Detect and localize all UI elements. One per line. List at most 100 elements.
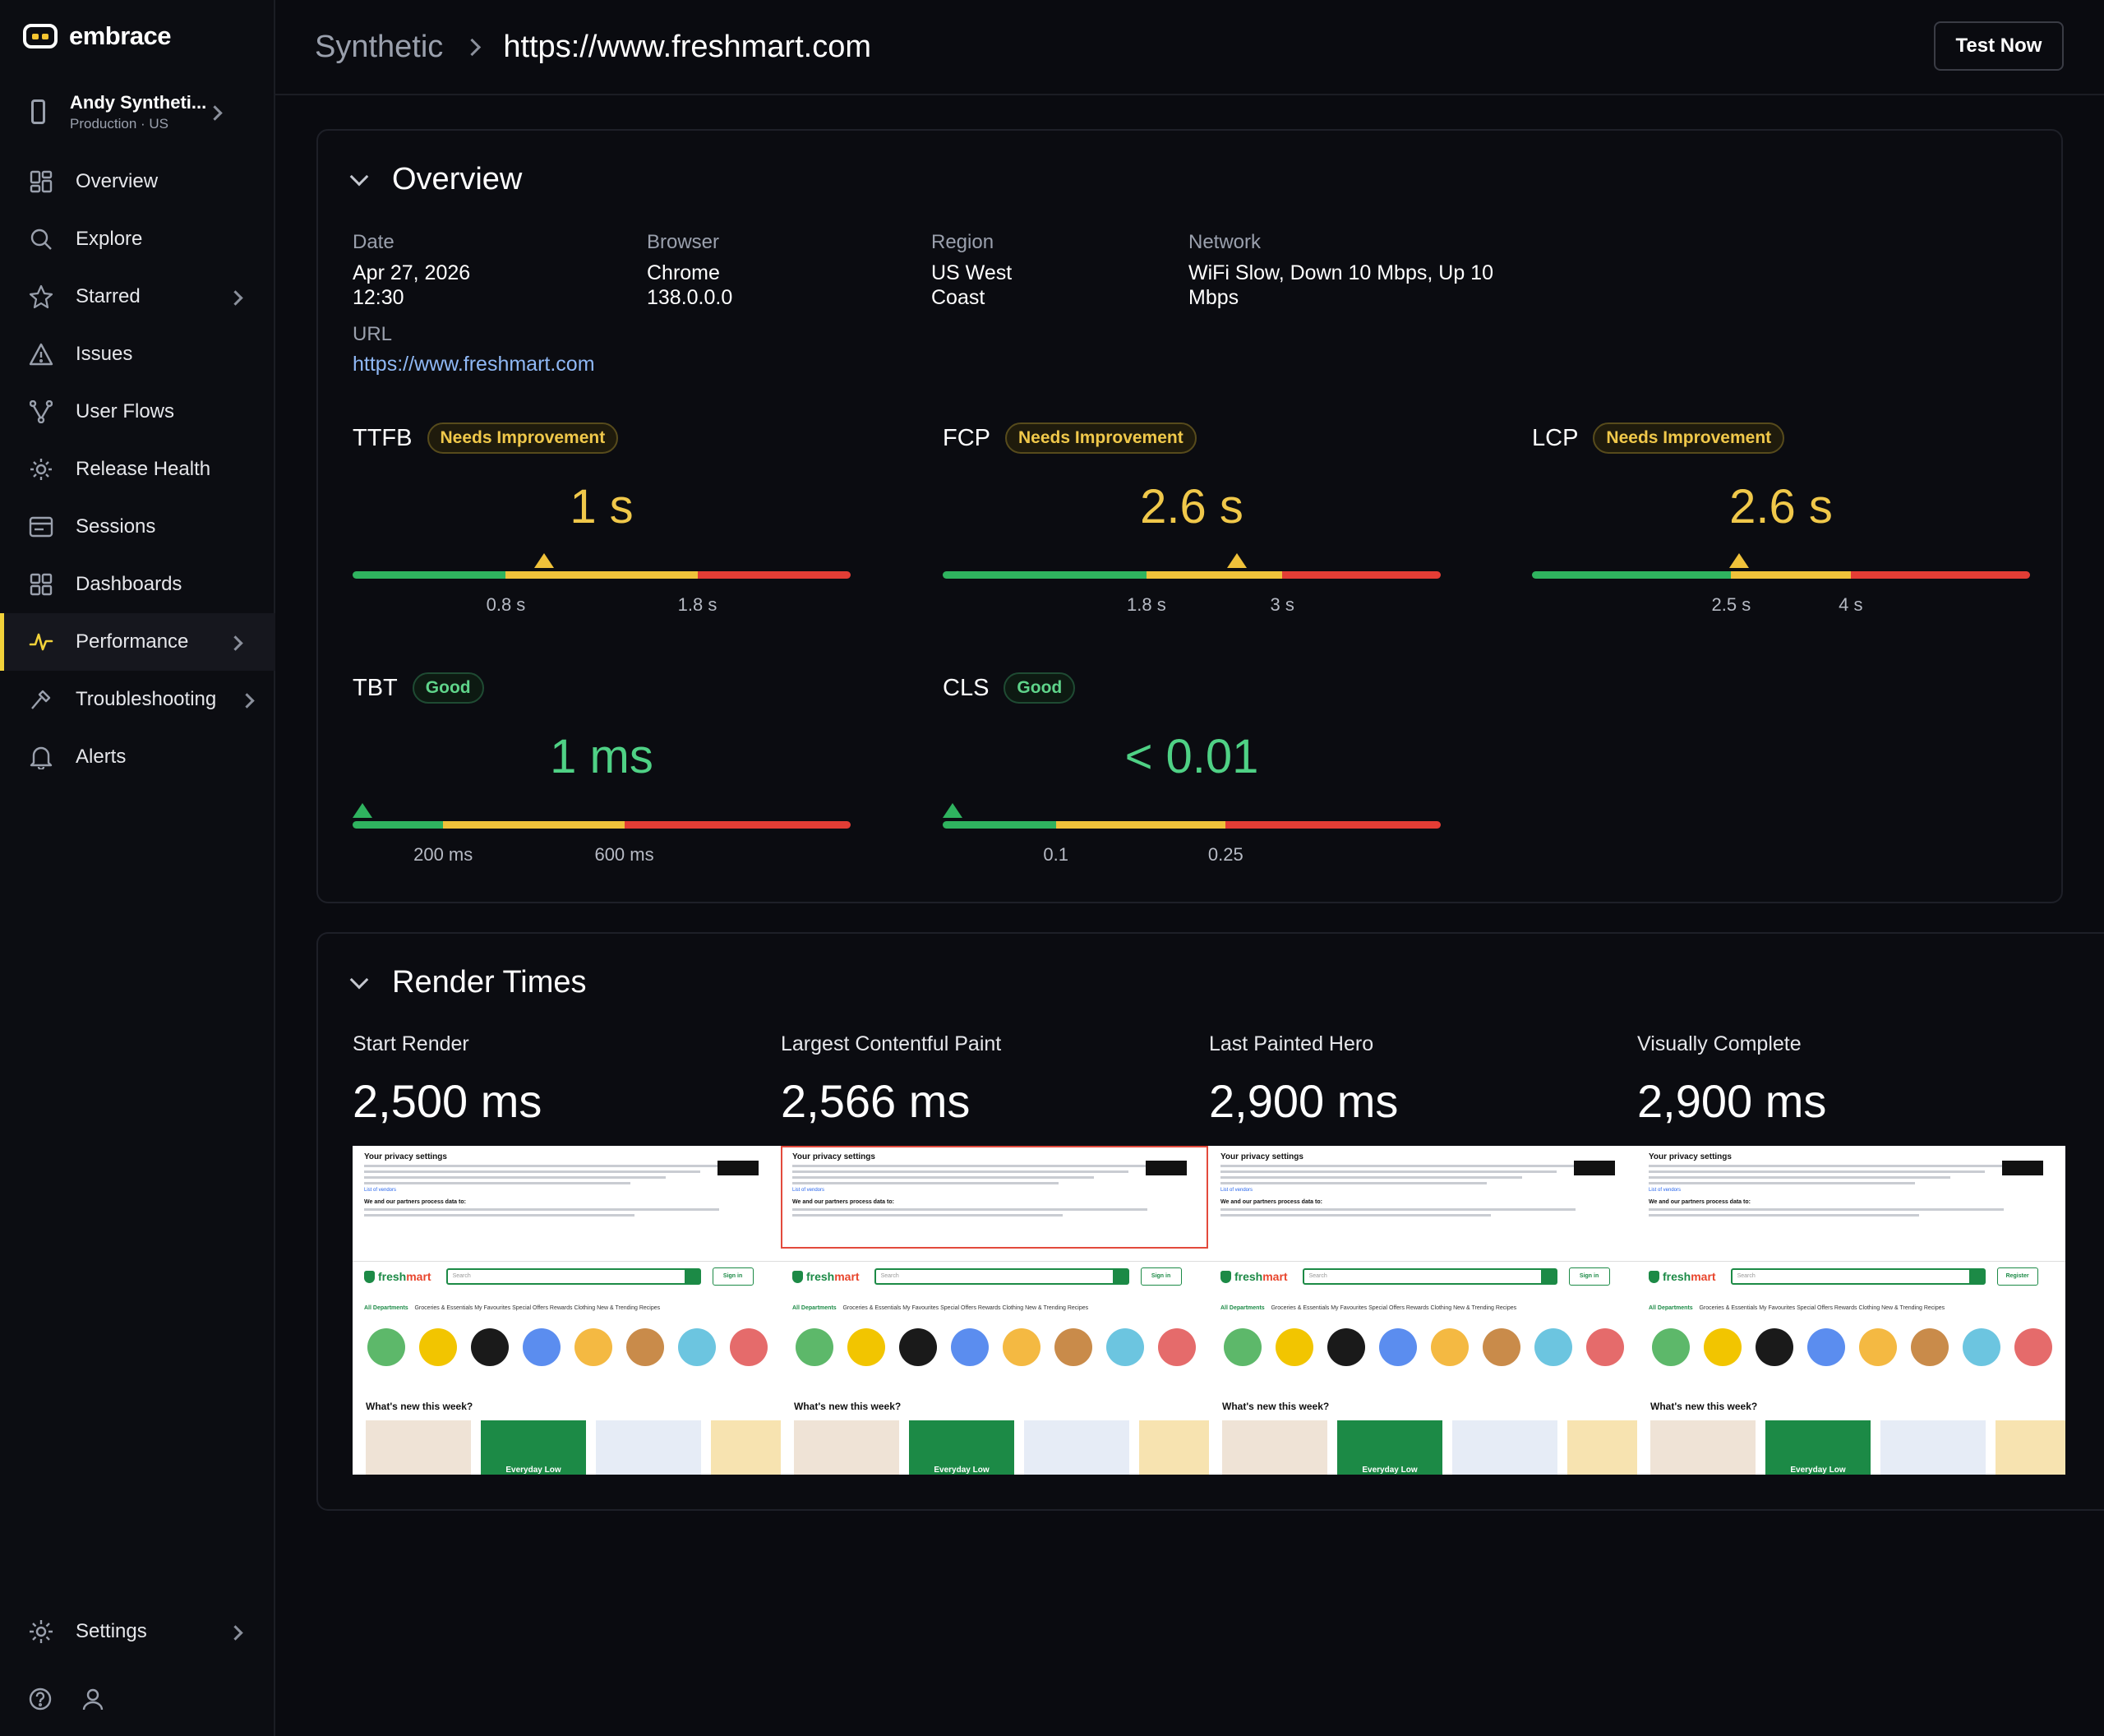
- site-signin-button: Sign in: [1568, 1267, 1610, 1286]
- privacy-banner: Your privacy settings List of vendors We a…: [364, 1152, 759, 1217]
- site-header: freshmart Search Register: [1637, 1261, 2065, 1291]
- pulse-icon: [28, 629, 54, 655]
- privacy-banner: Your privacy settings List of vendors We a…: [1220, 1152, 1615, 1217]
- gauge-warn-segment: [1055, 821, 1226, 829]
- promo-tiles: Everyday Low: [794, 1420, 1209, 1475]
- accept-button: [1146, 1161, 1187, 1175]
- privacy-title: Your privacy settings: [792, 1152, 875, 1161]
- promo-tile: Everyday Low: [1765, 1420, 1871, 1475]
- sidebar: embrace Andy Syntheti... Production · US…: [0, 0, 275, 1736]
- sidebar-item-dashboards[interactable]: Dashboards: [0, 556, 275, 613]
- gauge-bar: [353, 571, 851, 579]
- info-date: Date Apr 27, 2026 12:30: [353, 231, 470, 310]
- render-time-label: Last Painted Hero: [1209, 1032, 1374, 1055]
- filmstrip-frame[interactable]: Your privacy settings List of vendors We a…: [1209, 1146, 1637, 1475]
- sidebar-item-issues[interactable]: Issues: [0, 326, 275, 383]
- chevron-right-icon: [207, 105, 223, 121]
- promo-tile: [1024, 1420, 1129, 1475]
- sidebar-item-label: Alerts: [76, 746, 127, 768]
- sidebar-item-release-health[interactable]: Release Health: [0, 441, 275, 498]
- breadcrumb-root[interactable]: Synthetic: [315, 30, 444, 64]
- network-value-line2: Mbps: [1188, 286, 1239, 309]
- help-icon[interactable]: [28, 1687, 53, 1715]
- text-line: [1649, 1182, 1916, 1184]
- site-logo: freshmart: [806, 1270, 860, 1283]
- search-icon: [28, 226, 54, 252]
- sidebar-item-settings[interactable]: Settings: [0, 1603, 275, 1660]
- category-thumbnail: [367, 1328, 405, 1366]
- gear-icon: [28, 1618, 54, 1645]
- user-flows-icon: [28, 399, 54, 425]
- metric-name: FCP: [943, 424, 990, 451]
- site-search-input: Search: [445, 1268, 701, 1285]
- category-thumbnail: [1276, 1328, 1313, 1366]
- text-line: [1220, 1165, 1592, 1167]
- render-times-header[interactable]: Render Times: [349, 965, 587, 1000]
- site-categories: All Departments Groceries & Essentials M…: [792, 1305, 1089, 1311]
- metric-cls: CLS Good < 0.01 0.1 0.25: [943, 672, 1441, 877]
- render-time-value: 2,900 ms: [1637, 1075, 1827, 1127]
- sidebar-item-sessions[interactable]: Sessions: [0, 498, 275, 556]
- sidebar-item-label: Troubleshooting: [76, 688, 217, 710]
- overview-header[interactable]: Overview: [349, 162, 522, 197]
- metric-fcp: FCP Needs Improvement 2.6 s 1.8 s 3 s: [943, 422, 1441, 627]
- accept-button: [2002, 1161, 2043, 1175]
- threshold-label: 2.5 s: [1711, 594, 1751, 615]
- filmstrip[interactable]: Your privacy settings List of vendors We a…: [353, 1146, 2066, 1475]
- render-time-value: 2,500 ms: [353, 1075, 542, 1127]
- sidebar-item-starred[interactable]: Starred: [0, 268, 275, 326]
- gauge-warn-segment: [505, 571, 698, 579]
- app-switcher[interactable]: Andy Syntheti... Production · US: [23, 89, 253, 135]
- partners-title: We and our partners process data to:: [792, 1199, 894, 1205]
- metric-lcp: LCP Needs Improvement 2.6 s 2.5 s 4 s: [1532, 422, 2030, 627]
- partners-title: We and our partners process data to:: [1649, 1199, 1751, 1205]
- text-line: [792, 1208, 1148, 1211]
- render-time-label: Visually Complete: [1637, 1032, 1802, 1055]
- phone-icon: [31, 99, 45, 124]
- privacy-banner: Your privacy settings List of vendors We a…: [1649, 1152, 2043, 1217]
- metric-value: 1 s: [570, 480, 634, 533]
- sidebar-item-alerts[interactable]: Alerts: [0, 728, 275, 786]
- partners-title: We and our partners process data to:: [364, 1199, 466, 1205]
- accept-button: [717, 1161, 759, 1175]
- network-label: Network: [1188, 231, 1262, 253]
- promo-tile: [1222, 1420, 1327, 1475]
- threshold-label: 0.8 s: [486, 594, 526, 615]
- sidebar-item-performance[interactable]: Performance: [0, 613, 275, 671]
- info-network: Network WiFi Slow, Down 10 Mbps, Up 10 Mb…: [1188, 231, 1493, 310]
- test-now-button[interactable]: Test Now: [1934, 21, 2064, 71]
- hammer-icon: [28, 686, 54, 713]
- vendors-link: List of vendors: [1649, 1188, 1682, 1193]
- gauge-bar: [353, 821, 851, 829]
- promo-tile: [1139, 1420, 1209, 1475]
- site-signin-button: Sign in: [1140, 1267, 1182, 1286]
- gauge-warn-segment: [1146, 571, 1283, 579]
- metric-name: LCP: [1532, 424, 1579, 451]
- privacy-banner: Your privacy settings List of vendors We a…: [792, 1152, 1187, 1217]
- text-line: [364, 1214, 634, 1217]
- bell-icon: [28, 744, 54, 770]
- filmstrip-frame[interactable]: Your privacy settings List of vendors We a…: [353, 1146, 781, 1475]
- filmstrip-frame[interactable]: Your privacy settings List of vendors We a…: [781, 1146, 1209, 1475]
- threshold-label: 200 ms: [413, 844, 473, 865]
- sidebar-item-label: Release Health: [76, 458, 211, 480]
- user-icon[interactable]: [81, 1687, 105, 1715]
- sidebar-item-label: Settings: [76, 1620, 147, 1642]
- chevron-down-icon[interactable]: [349, 167, 369, 186]
- category-row: [796, 1328, 1196, 1366]
- dashboards-icon: [28, 571, 54, 598]
- category-thumbnail: [419, 1328, 457, 1366]
- brand[interactable]: embrace: [23, 21, 172, 51]
- text-line: [1220, 1176, 1522, 1179]
- sidebar-item-troubleshooting[interactable]: Troubleshooting: [0, 671, 275, 728]
- filmstrip-frame[interactable]: Your privacy settings List of vendors We a…: [1637, 1146, 2065, 1475]
- sidebar-item-explore[interactable]: Explore: [0, 210, 275, 268]
- threshold-label: 4 s: [1839, 594, 1863, 615]
- metric-ttfb: TTFB Needs Improvement 1 s 0.8 s 1.8 s: [353, 422, 851, 627]
- app-env: Production · US: [70, 115, 168, 132]
- url-link[interactable]: https://www.freshmart.com: [353, 353, 595, 376]
- category-thumbnail: [1327, 1328, 1365, 1366]
- chevron-down-icon[interactable]: [349, 970, 369, 989]
- sidebar-item-overview[interactable]: Overview: [0, 153, 275, 210]
- sidebar-item-user-flows[interactable]: User Flows: [0, 383, 275, 441]
